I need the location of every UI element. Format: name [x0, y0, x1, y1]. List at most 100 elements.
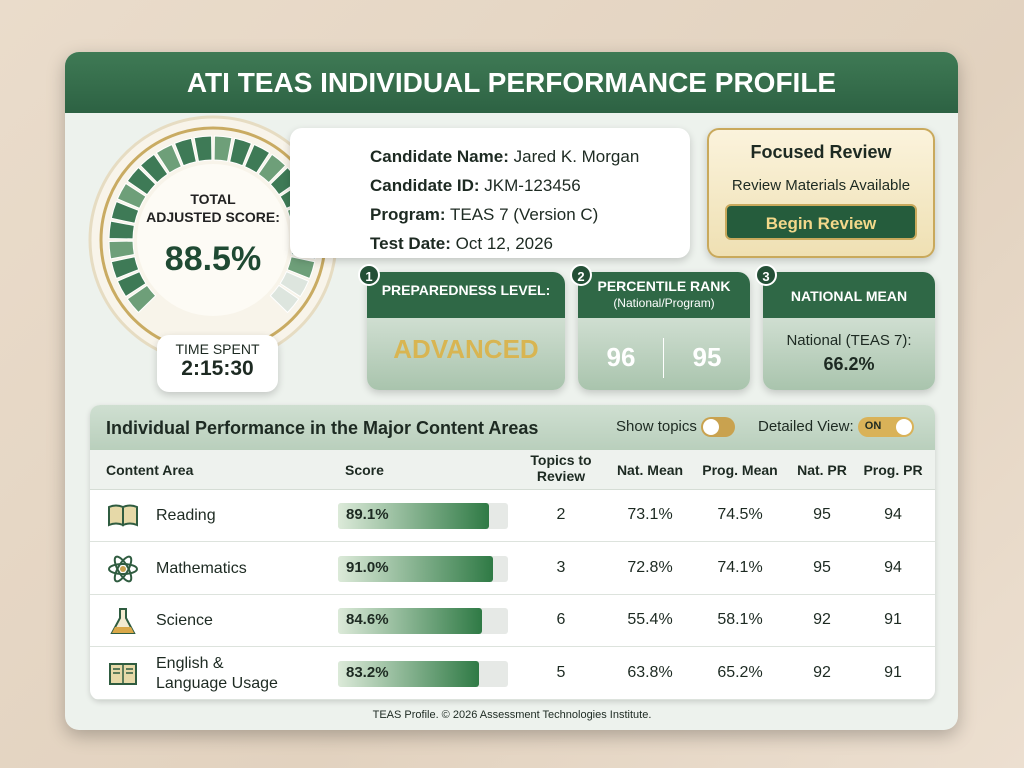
column-header: Prog. PR [863, 462, 923, 478]
gauge-segment [116, 270, 147, 298]
table-row [90, 490, 935, 542]
gauge-segment [193, 135, 213, 162]
stat-card: PERCENTILE RANK (National/Program) 96 95 [578, 272, 750, 390]
performance-table: Individual Performance in the Major Cont… [90, 405, 935, 700]
table-row [90, 595, 935, 647]
table-header: Individual Performance in the Major Cont… [90, 405, 935, 450]
stat-value: ADVANCED [393, 334, 539, 364]
row-icon [108, 555, 138, 582]
stat-card: PREPAREDNESS LEVEL: ADVANCED [367, 272, 565, 390]
cell: 94 [884, 558, 902, 576]
score-label: 83.2% [346, 663, 389, 681]
divider [663, 338, 664, 378]
gauge-fill [108, 135, 318, 314]
table-row [90, 543, 935, 595]
gauge-segment [116, 182, 147, 210]
review-title: Focused Review [750, 142, 892, 162]
gauge-segment [108, 240, 135, 260]
candidate-field: Candidate ID: JKM-123456 [370, 171, 690, 200]
field-value: TEAS 7 (Version C) [450, 205, 599, 224]
toggle-state: ON [864, 420, 882, 432]
cell: 55.4% [627, 611, 673, 628]
column-header: Content Area [106, 462, 194, 478]
begin-review-button[interactable]: Begin Review [725, 204, 917, 240]
score-label: 84.6% [346, 611, 389, 628]
toggle-label: Show topics [616, 417, 697, 435]
focused-review: Focused Review Review Materials Availabl… [707, 128, 935, 258]
gauge-segment [110, 256, 140, 280]
gauge-segment [286, 256, 316, 280]
stat-title: PERCENTILE RANK [597, 278, 731, 294]
score-label: 89.1% [346, 506, 389, 523]
score-bar [338, 555, 493, 582]
review-subtitle: Review Materials Available [731, 177, 911, 194]
gauge-segment [269, 284, 300, 314]
cell: 94 [884, 506, 902, 523]
gauge-segment [108, 220, 135, 240]
score-label: 91.0% [346, 558, 389, 576]
gauge-segment [229, 137, 253, 167]
gauge-segment [155, 143, 183, 174]
toggle-switch[interactable]: ON [857, 417, 914, 437]
candidate-field: Program: TEAS 7 (Version C) [370, 200, 690, 229]
column-header-row [90, 450, 935, 490]
cell: 74.1% [717, 558, 763, 576]
gauge-segment [126, 166, 157, 196]
header-title: ATI TEAS INDIVIDUAL PERFORMANCE PROFILE [65, 52, 958, 113]
cell: 92 [813, 663, 831, 681]
stat-number: 2 [570, 264, 592, 286]
stat-number: 1 [358, 264, 380, 286]
toggle[interactable]: Detailed View: ON [758, 417, 914, 437]
candidate-field: Candidate Name: Jared K. Morgan [370, 142, 690, 171]
stat-title: PREPAREDNESS LEVEL: [367, 272, 565, 318]
column-header: Prog. Mean [702, 462, 778, 478]
column-header: Topics to Review [530, 452, 592, 484]
cell: 3 [556, 558, 566, 576]
gauge-label: TOTAL [190, 191, 236, 207]
cell: 95 [813, 506, 831, 523]
gauge-segment [279, 270, 310, 298]
gauge-segment [243, 143, 271, 174]
row-icon [110, 608, 136, 634]
time-label: TIME SPENT [175, 341, 260, 357]
field-label: Candidate Name: [370, 147, 509, 166]
cell: 58.1% [717, 611, 763, 628]
stat-value: 96 [606, 342, 636, 372]
content-area: English & Language Usage [156, 654, 278, 692]
time-value: 2:15:30 [181, 357, 254, 380]
gauge-segment [126, 284, 157, 314]
stat-title: NATIONAL MEAN [763, 272, 935, 318]
field-value: Jared K. Morgan [513, 147, 640, 166]
content-area: Mathematics [156, 559, 247, 577]
row-icon [109, 662, 137, 685]
score-bar [338, 503, 490, 529]
cell: 73.1% [627, 506, 673, 523]
gauge-value: 88.5% [165, 240, 261, 278]
gauge-segment [110, 200, 140, 224]
stat-card: NATIONAL MEAN National (TEAS 7): 66.2% [763, 272, 935, 390]
stat-header: PERCENTILE RANK (National/Program) [578, 272, 750, 318]
row-icon [108, 504, 138, 527]
candidate-info: Candidate Name: Jared K. Morgan Candidate… [290, 128, 690, 258]
cell: 65.2% [717, 663, 763, 681]
cell: 6 [556, 611, 566, 628]
toggle[interactable]: Show topics [616, 417, 736, 437]
toggle-switch[interactable] [701, 417, 736, 437]
cell: 91 [884, 611, 902, 628]
gauge-segment [257, 153, 287, 184]
cell: 5 [556, 663, 566, 681]
cell: 74.5% [717, 506, 763, 523]
content-area: Reading [156, 507, 216, 524]
stat-value: 95 [692, 342, 722, 372]
score-bar [338, 608, 482, 634]
stat-value: 66.2% [823, 354, 875, 374]
column-header: Nat. PR [797, 462, 847, 478]
cell: 2 [556, 506, 566, 523]
table-title: Individual Performance in the Major Cont… [106, 418, 539, 438]
column-header: Score [345, 462, 384, 478]
cell: 91 [884, 663, 902, 681]
candidate-field: Test Date: Oct 12, 2026 [370, 229, 690, 258]
gauge-label: ADJUSTED SCORE: [146, 209, 280, 225]
stat-number: 3 [755, 264, 777, 286]
